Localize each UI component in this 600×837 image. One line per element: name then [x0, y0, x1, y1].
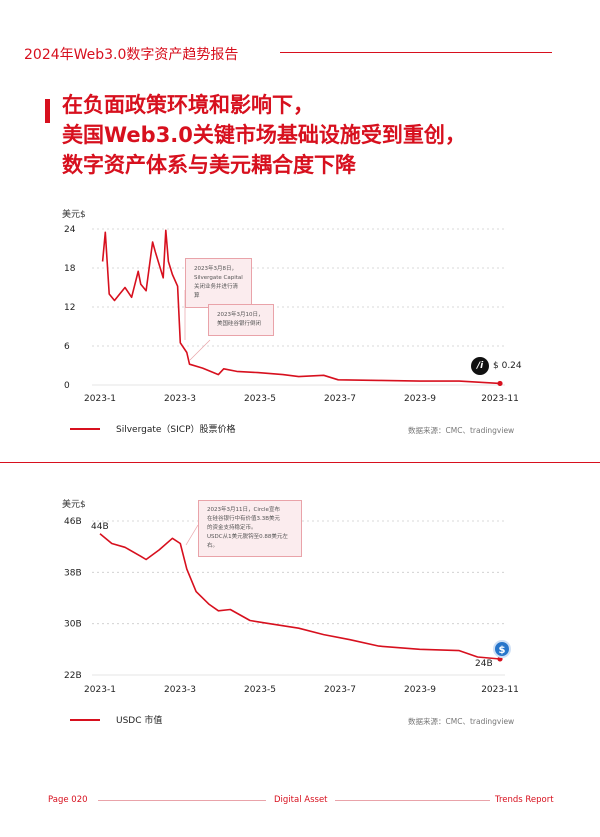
y-tick-label: 22B — [64, 671, 82, 681]
chart1-legend-swatch — [70, 428, 100, 430]
callout-circle-svb: 2023年3月11日，Circle宣布 在硅谷银行中有价值3.3B美元 的资金支… — [198, 500, 302, 557]
x-tick-label: 2023-1 — [84, 394, 116, 404]
headline-line-3: 数字资产体系与美元耦合度下降 — [62, 153, 356, 177]
x-tick-label: 2023-5 — [244, 394, 276, 404]
footer-center: Digital Asset — [274, 795, 328, 805]
chart1-end-label: $ 0.24 — [493, 361, 522, 371]
chart2-end-label: 24B — [475, 659, 493, 669]
x-tick-label: 2023-11 — [481, 394, 519, 404]
report-title: 2024年Web3.0数字资产趋势报告 — [24, 47, 239, 63]
chart2-y-unit: 美元$ — [62, 500, 86, 510]
callout-line: 2023年3月11日，Circle宣布 — [207, 507, 280, 513]
callout-pointer — [189, 339, 211, 361]
x-tick-label: 2023-5 — [244, 685, 276, 695]
x-tick-label: 2023-7 — [324, 685, 356, 695]
footer-divider — [98, 800, 266, 801]
y-tick-label: 18 — [64, 264, 76, 274]
chart1-legend-label: Silvergate（SICP）股票价格 — [116, 425, 236, 435]
headline-line-2: 美国Web3.0关键市场基础设施受到重创， — [62, 123, 466, 147]
chart2-legend-label: USDC 市值 — [116, 716, 163, 726]
y-tick-label: 46B — [64, 517, 82, 527]
title-accent-bar — [45, 99, 50, 123]
x-tick-label: 2023-3 — [164, 394, 196, 404]
y-tick-label: 38B — [64, 568, 82, 578]
chart2-source: 数据来源：CMC、tradingview — [408, 717, 515, 726]
x-tick-label: 2023-9 — [404, 394, 436, 404]
callout-line: USDC从1美元脱钩至0.88美元左右。 — [207, 534, 288, 549]
series-line — [99, 533, 501, 660]
callout-pointer — [185, 524, 199, 546]
chart1-source: 数据来源：CMC、tradingview — [408, 426, 515, 435]
y-tick-label: 0 — [64, 381, 70, 391]
series-end-point — [497, 380, 503, 387]
y-tick-label: 6 — [64, 342, 70, 352]
header-divider — [280, 52, 552, 53]
x-tick-label: 2023-1 — [84, 685, 116, 695]
footer-divider — [335, 800, 490, 801]
silvergate-logo-icon: /i — [471, 357, 489, 375]
x-tick-label: 2023-11 — [481, 685, 519, 695]
section-divider — [0, 462, 600, 463]
footer-page: Page 020 — [48, 795, 88, 805]
headline-line-1: 在负面政策环境和影响下， — [62, 93, 314, 117]
callout-line: 在硅谷银行中有价值3.3B美元 — [207, 516, 281, 522]
x-tick-label: 2023-7 — [324, 394, 356, 404]
usdc-logo-icon: $ — [493, 640, 511, 658]
silvergate-chart: 24 18 12 6 0 2023-1 2023-3 2023-5 2023-7 2023-9 20… — [64, 225, 519, 404]
footer-right: Trends Report — [495, 795, 554, 805]
series-line — [101, 229, 501, 385]
x-tick-label: 2023-9 — [404, 685, 436, 695]
callout-svb-collapse: 2023年3月10日，美国硅谷银行倒闭 — [208, 304, 274, 336]
x-tick-label: 2023-3 — [164, 685, 196, 695]
chart2-start-label: 44B — [91, 522, 109, 532]
page-headline: 在负面政策环境和影响下， 美国Web3.0关键市场基础设施受到重创， 数字资产体… — [62, 90, 466, 180]
y-tick-label: 30B — [64, 620, 82, 630]
y-tick-label: 12 — [64, 303, 75, 313]
chart1-y-unit: 美元$ — [62, 210, 86, 220]
y-tick-label: 24 — [64, 225, 76, 235]
chart2-legend-swatch — [70, 719, 100, 721]
callout-line: 的资金支持稳定币。 — [207, 525, 257, 531]
